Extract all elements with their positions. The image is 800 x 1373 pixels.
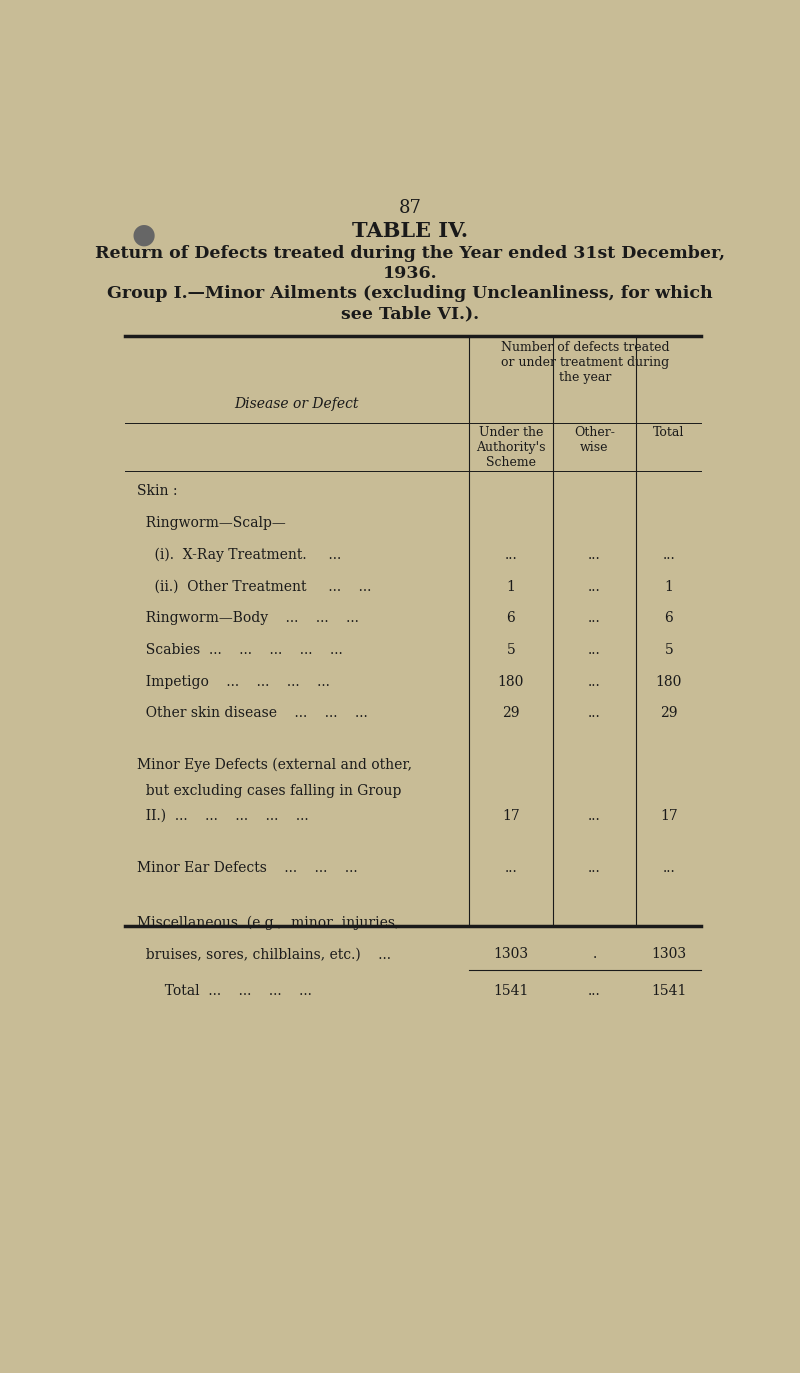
Text: ...: ... [504,548,517,562]
Text: .: . [592,947,597,961]
Text: ...: ... [504,861,517,875]
Text: II.)  ...    ...    ...    ...    ...: II.) ... ... ... ... ... [138,809,309,822]
Text: Skin :: Skin : [138,485,178,498]
Text: ●: ● [131,221,155,249]
Text: 17: 17 [502,809,520,822]
Text: ...: ... [588,809,601,822]
Text: Disease or Defect: Disease or Defect [234,397,359,411]
Text: ...: ... [588,611,601,625]
Text: Return of Defects treated during the Year ended 31st December,: Return of Defects treated during the Yea… [95,246,725,262]
Text: Other skin disease    ...    ...    ...: Other skin disease ... ... ... [138,707,368,721]
Text: Under the
Authority's
Scheme: Under the Authority's Scheme [476,426,546,470]
Text: 1303: 1303 [493,947,528,961]
Text: ...: ... [588,579,601,593]
Text: TABLE IV.: TABLE IV. [352,221,468,240]
Text: ...: ... [588,674,601,689]
Text: 29: 29 [502,707,519,721]
Text: ...: ... [662,861,675,875]
Text: 6: 6 [506,611,515,625]
Text: 1303: 1303 [651,947,686,961]
Text: 5: 5 [665,643,674,658]
Text: Other-
wise: Other- wise [574,426,615,454]
Text: ...: ... [662,548,675,562]
Text: 1: 1 [506,579,515,593]
Text: ...: ... [588,984,601,998]
Text: Miscellaneous  (e.g.,  minor  injuries,: Miscellaneous (e.g., minor injuries, [138,916,399,930]
Text: 1936.: 1936. [382,265,438,283]
Text: 87: 87 [398,199,422,217]
Text: 180: 180 [498,674,524,689]
Text: 5: 5 [506,643,515,658]
Text: Total: Total [653,426,685,439]
Text: Number of defects treated
or under treatment during
the year: Number of defects treated or under treat… [501,342,670,384]
Text: 1541: 1541 [651,984,686,998]
Text: ...: ... [588,861,601,875]
Text: Minor Ear Defects    ...    ...    ...: Minor Ear Defects ... ... ... [138,861,358,875]
Text: (i).  X-Ray Treatment.     ...: (i). X-Ray Treatment. ... [138,548,342,562]
Text: ...: ... [588,643,601,658]
Text: Ringworm—Scalp—: Ringworm—Scalp— [138,516,286,530]
Text: ...: ... [588,707,601,721]
Text: ...: ... [588,548,601,562]
Text: Minor Eye Defects (external and other,: Minor Eye Defects (external and other, [138,758,412,773]
Text: 29: 29 [660,707,678,721]
Text: 180: 180 [656,674,682,689]
Text: but excluding cases falling in Group: but excluding cases falling in Group [138,784,402,798]
Text: Group I.—Minor Ailments (excluding Uncleanliness, for which: Group I.—Minor Ailments (excluding Uncle… [107,286,713,302]
Text: Scabies  ...    ...    ...    ...    ...: Scabies ... ... ... ... ... [138,643,343,658]
Text: 1541: 1541 [493,984,529,998]
Text: Total  ...    ...    ...    ...: Total ... ... ... ... [156,984,312,998]
Text: Ringworm—Body    ...    ...    ...: Ringworm—Body ... ... ... [138,611,359,625]
Text: Impetigo    ...    ...    ...    ...: Impetigo ... ... ... ... [138,674,330,689]
Text: 1: 1 [665,579,674,593]
Text: 17: 17 [660,809,678,822]
Text: bruises, sores, chilblains, etc.)    ...: bruises, sores, chilblains, etc.) ... [138,947,391,961]
Text: see Table VI.).: see Table VI.). [341,305,479,323]
Text: 6: 6 [665,611,674,625]
Text: (ii.)  Other Treatment     ...    ...: (ii.) Other Treatment ... ... [138,579,371,593]
